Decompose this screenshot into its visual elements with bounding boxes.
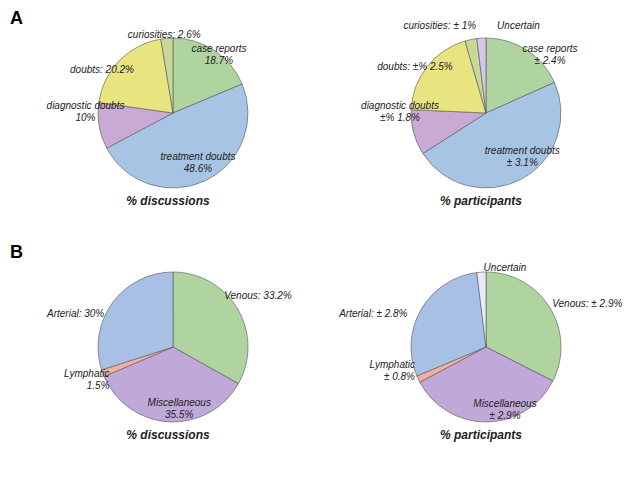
svg-text:Lymphatic± 0.8%: Lymphatic± 0.8% — [370, 359, 416, 382]
svg-text:Uncertain: Uncertain — [484, 261, 527, 272]
svg-text:curiosities: 2.6%: curiosities: 2.6% — [128, 29, 201, 40]
svg-text:case reports18.7%: case reports18.7% — [191, 43, 246, 66]
svg-text:treatment doubts± 3.1%: treatment doubts± 3.1% — [485, 145, 560, 168]
svg-text:Lymphatic1.5%: Lymphatic1.5% — [64, 368, 110, 391]
svg-text:treatment doubts48.6%: treatment doubts48.6% — [160, 151, 235, 174]
svg-text:Venous: ± 2.9%: Venous: ± 2.9% — [552, 297, 622, 308]
svg-text:Uncertain: Uncertain — [497, 20, 540, 31]
html-text:B: B — [10, 241, 23, 262]
svg-text:Miscellaneous35.5%: Miscellaneous35.5% — [148, 396, 211, 419]
html-text:% participants: % participants — [440, 427, 522, 442]
html-text:% discussions: % discussions — [126, 427, 210, 442]
svg-text:case reports± 2.4%: case reports± 2.4% — [522, 43, 577, 66]
svg-text:Arterial: ± 2.8%: Arterial: ± 2.8% — [338, 308, 407, 319]
html-text:% participants: % participants — [440, 194, 522, 208]
svg-text:Venous: 33.2%: Venous: 33.2% — [224, 290, 292, 301]
svg-text:curiosities: ± 1%: curiosities: ± 1% — [403, 20, 476, 31]
svg-text:doubts: 20.2%: doubts: 20.2% — [70, 64, 134, 75]
svg-text:doubts: ±% 2.5%: doubts: ±% 2.5% — [377, 61, 453, 72]
svg-text:Miscellaneous± 2.9%: Miscellaneous± 2.9% — [473, 398, 536, 421]
svg-text:Arterial: 30%: Arterial: 30% — [46, 308, 104, 319]
svg-text:diagnostic doubts10%: diagnostic doubts10% — [47, 100, 125, 123]
html-text:A: A — [10, 8, 23, 28]
html-text:% discussions: % discussions — [126, 194, 210, 208]
svg-text:diagnostic doubts±% 1.8%: diagnostic doubts±% 1.8% — [361, 100, 439, 123]
